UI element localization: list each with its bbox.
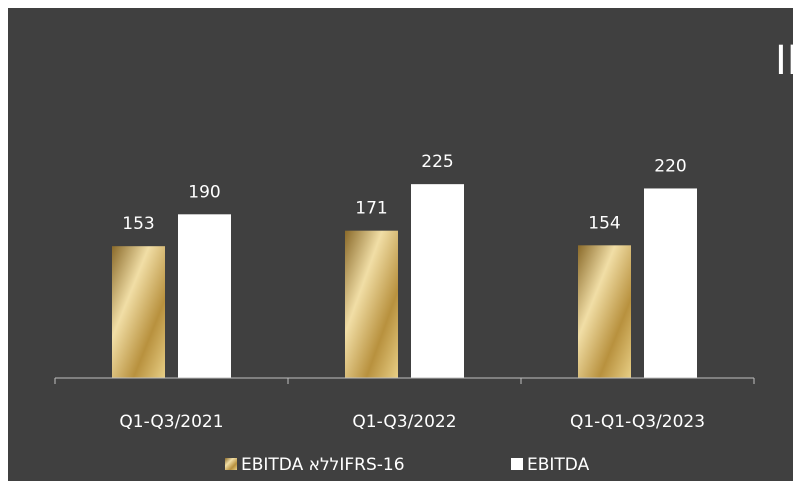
legend-label: EBITDA ללאIFRS-16	[241, 455, 405, 475]
data-label: 154	[588, 213, 620, 233]
x-tick-label: Q1-Q3/2021	[119, 412, 223, 432]
legend-swatch	[511, 458, 523, 470]
bar	[411, 184, 464, 378]
data-label: 225	[421, 152, 453, 172]
x-tick-label: Q1-Q3/2022	[352, 412, 456, 432]
bar	[178, 214, 231, 378]
bar	[345, 230, 398, 378]
legend-swatch	[225, 458, 237, 470]
data-label: 171	[355, 199, 387, 219]
data-label: 190	[188, 182, 220, 202]
data-label: 220	[654, 156, 686, 176]
bar	[644, 188, 697, 378]
x-tick-label: Q1-Q1-Q3/2023	[570, 412, 705, 432]
bar	[112, 246, 165, 378]
data-label: 153	[122, 214, 154, 234]
bar	[578, 245, 631, 378]
legend-label: EBITDA	[527, 455, 590, 475]
chart-title: EBITDA עם וללא IFRS-16	[775, 38, 793, 84]
